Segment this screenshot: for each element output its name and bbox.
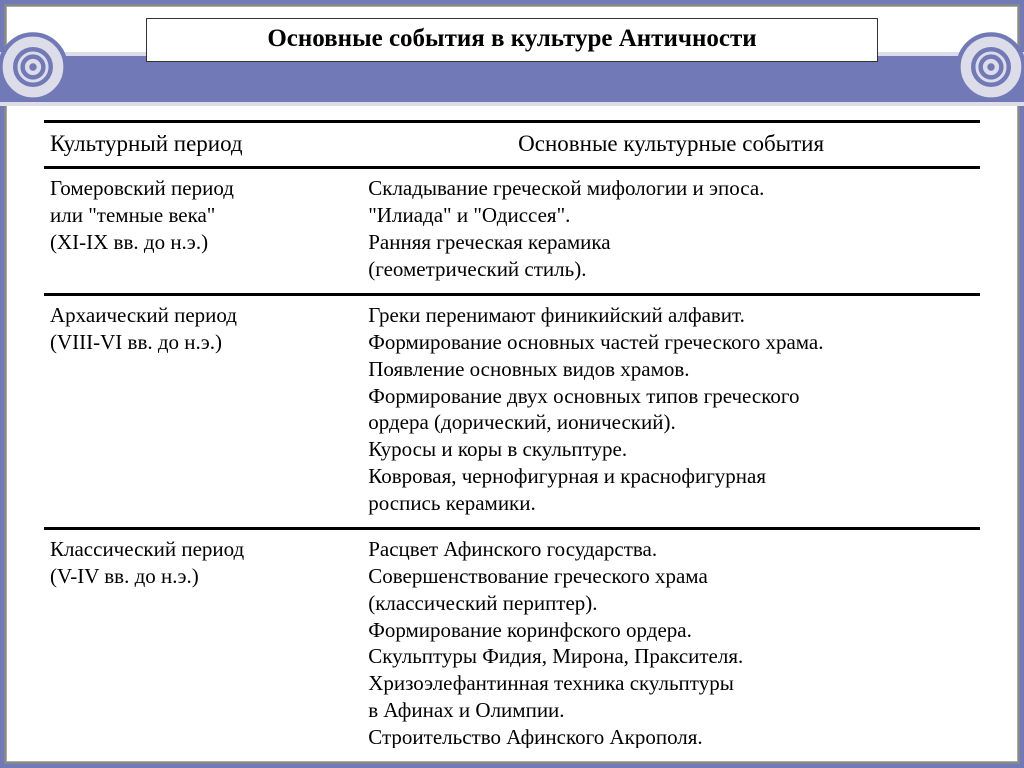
table-header-row: Культурный период Основные культурные со… [44, 122, 980, 168]
content-area: Культурный период Основные культурные со… [20, 116, 1004, 748]
table-row: Гомеровский период или "темные века" (XI… [44, 168, 980, 295]
col-period: Культурный период [44, 122, 362, 168]
cell-period: Гомеровский период или "темные века" (XI… [44, 168, 362, 295]
cell-period: Классический период (V-IV вв. до н.э.) [44, 528, 362, 748]
spiral-left-icon [0, 30, 70, 104]
cell-events: Складывание греческой мифологии и эпоса.… [362, 168, 980, 295]
table-row: Архаический период (VIII-VI вв. до н.э.)… [44, 294, 980, 528]
periods-table: Культурный период Основные культурные со… [44, 120, 980, 748]
page-title: Основные события в культуре Античности [159, 25, 865, 53]
slide-frame: Основные события в культуре Античности К… [4, 4, 1020, 764]
title-box: Основные события в культуре Античности [146, 18, 878, 62]
col-events: Основные культурные события [362, 122, 980, 168]
cell-events: Расцвет Афинского государства. Совершенс… [362, 528, 980, 748]
table-row: Классический период (V-IV вв. до н.э.) Р… [44, 528, 980, 748]
spiral-right-icon [954, 30, 1024, 104]
cell-events: Греки перенимают финикийский алфавит. Фо… [362, 294, 980, 528]
cell-period: Архаический период (VIII-VI вв. до н.э.) [44, 294, 362, 528]
